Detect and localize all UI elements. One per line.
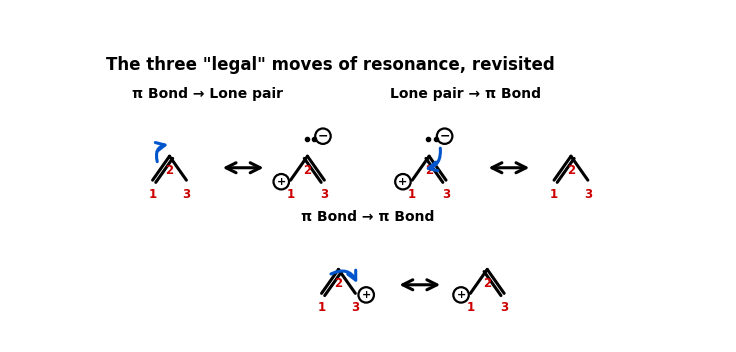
Text: 2: 2 bbox=[334, 277, 342, 290]
Text: 1: 1 bbox=[149, 188, 157, 201]
Text: −: − bbox=[318, 130, 328, 143]
Text: 3: 3 bbox=[183, 188, 191, 201]
Text: +: + bbox=[398, 177, 408, 187]
Text: −: − bbox=[439, 130, 450, 143]
Text: 3: 3 bbox=[584, 188, 592, 201]
Text: Lone pair → π Bond: Lone pair → π Bond bbox=[390, 87, 542, 101]
Text: The three "legal" moves of resonance, revisited: The three "legal" moves of resonance, re… bbox=[106, 56, 555, 74]
Text: 2: 2 bbox=[484, 277, 492, 290]
Text: 1: 1 bbox=[408, 188, 417, 201]
Text: 2: 2 bbox=[166, 164, 174, 177]
Text: +: + bbox=[277, 177, 286, 187]
Text: 3: 3 bbox=[442, 188, 450, 201]
Text: +: + bbox=[456, 290, 466, 300]
Text: 1: 1 bbox=[467, 301, 475, 314]
Text: 2: 2 bbox=[303, 164, 311, 177]
Text: 3: 3 bbox=[320, 188, 328, 201]
Text: 2: 2 bbox=[567, 164, 575, 177]
Text: π Bond → Lone pair: π Bond → Lone pair bbox=[132, 87, 283, 101]
Text: π Bond → π Bond: π Bond → π Bond bbox=[301, 210, 435, 224]
Text: 2: 2 bbox=[425, 164, 434, 177]
Text: 1: 1 bbox=[286, 188, 294, 201]
Text: 1: 1 bbox=[317, 301, 325, 314]
Text: 3: 3 bbox=[500, 301, 508, 314]
Text: 1: 1 bbox=[550, 188, 558, 201]
Text: +: + bbox=[361, 290, 371, 300]
Text: 3: 3 bbox=[351, 301, 359, 314]
